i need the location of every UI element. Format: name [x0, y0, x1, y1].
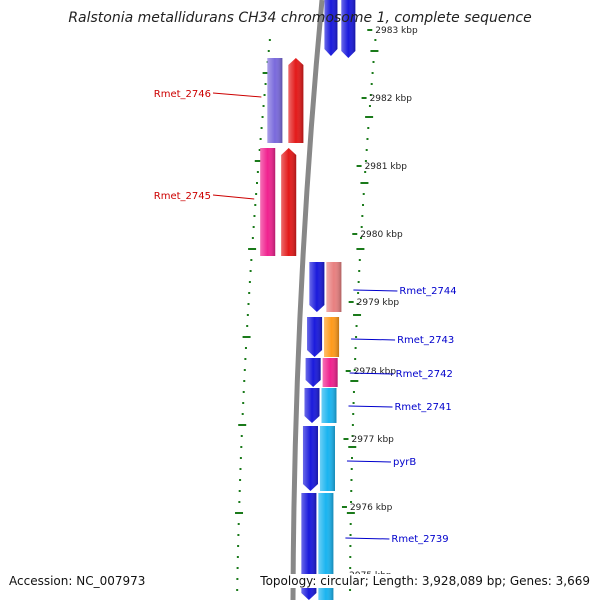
- gene-label[interactable]: Rmet_2741: [394, 402, 451, 413]
- label-leader: [351, 338, 396, 341]
- gene-Rmet_2745[interactable]: [260, 148, 297, 256]
- cog-block-shade: [267, 58, 283, 143]
- scale-labels: 2983 kbp 2982 kbp 2981 kbp 2980 kbp 2979 kbp…: [341, 26, 418, 581]
- cog-block-shade: [260, 148, 276, 256]
- label-leader: [348, 405, 393, 408]
- scale-label: 2983 kbp: [375, 26, 418, 36]
- gene-label[interactable]: Rmet_2744: [399, 286, 456, 297]
- gene-arrow-shade: [305, 358, 321, 387]
- scale-label: 2981 kbp: [365, 162, 408, 172]
- gene-pyrB[interactable]: [302, 426, 335, 491]
- cog-block-shade: [326, 262, 342, 312]
- scale-label: 2976 kbp: [350, 503, 393, 513]
- gene-arrow-shade: [341, 0, 356, 58]
- gene-unnamed-0[interactable]: [324, 0, 338, 56]
- cog-block-shade: [321, 388, 337, 423]
- scale-label: 2980 kbp: [360, 230, 403, 240]
- gene-Rmet_2742[interactable]: [305, 358, 338, 387]
- gene-Rmet_2746[interactable]: [267, 58, 304, 143]
- gene-Rmet_2743[interactable]: [307, 317, 340, 357]
- cog-block-shade: [322, 358, 338, 387]
- gene-Rmet_2744[interactable]: [309, 262, 342, 312]
- outer-tick-ring: [235, 39, 271, 591]
- accession-label: Accession:: [9, 574, 73, 588]
- gene-arrow-shade: [307, 317, 323, 357]
- genes-value: 3,669: [555, 574, 590, 588]
- label-leader: [353, 289, 398, 292]
- map-title: Ralstonia metallidurans CH34 chromosome …: [68, 10, 532, 26]
- gene-arrow-shade: [309, 262, 325, 312]
- gene-label[interactable]: Rmet_2739: [391, 534, 448, 545]
- gene-label[interactable]: Rmet_2746: [154, 89, 211, 100]
- gene-label[interactable]: Rmet_2742: [396, 369, 453, 380]
- gene-arrow-shade: [304, 388, 320, 423]
- cog-block-shade: [318, 493, 334, 600]
- scale-label: 2978 kbp: [354, 367, 397, 377]
- gene-label[interactable]: Rmet_2745: [154, 191, 211, 202]
- accession-info: Accession: NC_007973: [9, 574, 145, 588]
- gene-Rmet_2741[interactable]: [304, 388, 337, 423]
- label-leader: [345, 537, 390, 540]
- gene-layer: [260, 0, 356, 600]
- gene-label[interactable]: Rmet_2743: [397, 335, 454, 346]
- cog-block-shade: [319, 426, 335, 491]
- accession-value: NC_007973: [76, 574, 146, 588]
- chromosome-backbone: [290, 0, 325, 600]
- gene-Rmet_2739[interactable]: [301, 493, 334, 600]
- gene-arrow-shade: [301, 493, 317, 600]
- gene-arrow-shade: [281, 148, 297, 256]
- sequence-summary: Topology: circular; Length: 3,928,089 bp…: [260, 574, 590, 588]
- length-label: Length:: [372, 574, 419, 588]
- gene-arrow-shade: [324, 0, 338, 56]
- topology-value: circular;: [320, 574, 369, 588]
- scale-label: 2982 kbp: [370, 94, 413, 104]
- label-leader: [349, 372, 394, 375]
- label-leader: [212, 194, 255, 200]
- scale-label: 2977 kbp: [351, 435, 394, 445]
- cog-block-shade: [324, 317, 340, 357]
- length-value: 3,928,089 bp;: [421, 574, 507, 588]
- genes-label: Genes:: [509, 574, 552, 588]
- topology-label: Topology:: [260, 574, 317, 588]
- gene-arrow-shade: [288, 58, 304, 143]
- scale-label: 2979 kbp: [357, 298, 400, 308]
- gene-arrow-shade: [302, 426, 318, 491]
- label-leader: [346, 460, 391, 463]
- gene-unnamed-1[interactable]: [341, 0, 356, 58]
- label-leader: [212, 92, 262, 98]
- gene-label[interactable]: pyrB: [393, 457, 416, 468]
- gene-labels: Rmet_2746 Rmet_2745 Rmet_2744 Rmet_2743 Rmet…: [154, 89, 457, 545]
